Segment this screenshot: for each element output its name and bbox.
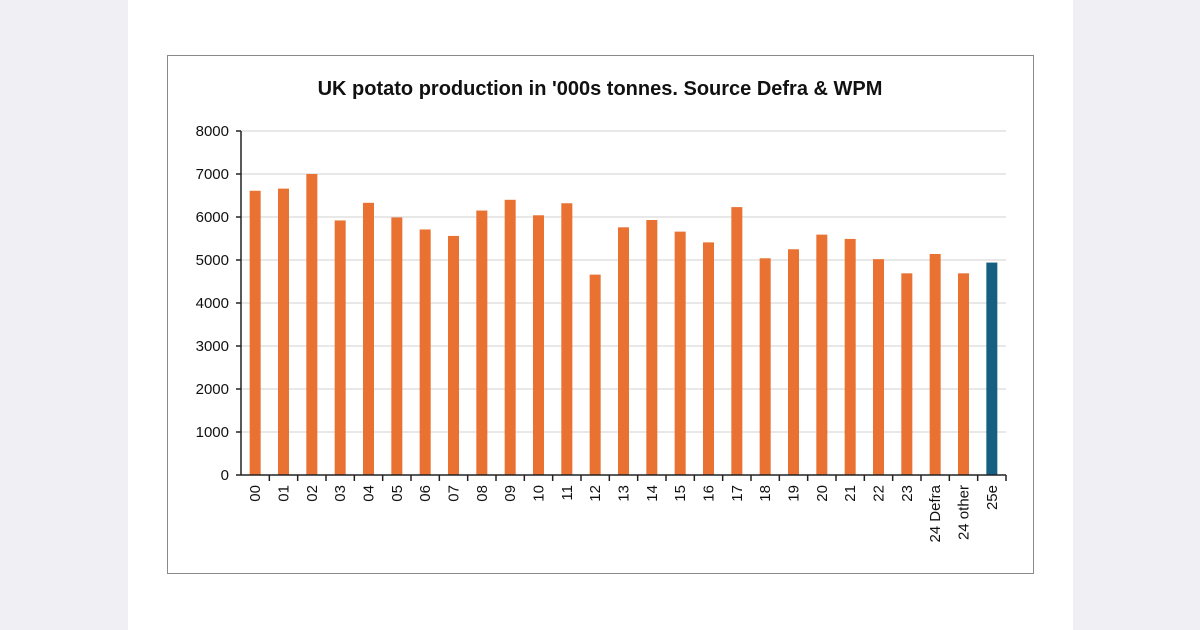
bar-24-other	[958, 273, 969, 475]
x-tick-label: 07	[446, 485, 463, 502]
x-tick-label: 14	[644, 485, 661, 502]
bar-25e	[986, 262, 998, 475]
y-tick-label: 8000	[196, 123, 229, 140]
x-tick-label: 10	[531, 485, 548, 502]
x-tick-label: 13	[616, 485, 633, 502]
bar-07	[448, 235, 459, 475]
bar-01	[278, 188, 289, 475]
x-tick-label: 00	[247, 485, 264, 502]
bar-02	[306, 174, 318, 475]
x-tick-label: 23	[899, 485, 916, 502]
chart-title: UK potato production in '000s tonnes. So…	[318, 78, 883, 100]
bar-17	[731, 207, 743, 476]
bar-24-Defra	[929, 253, 941, 475]
x-tick-label: 04	[361, 485, 378, 502]
x-tick-label: 16	[701, 485, 718, 502]
x-tick-label: 01	[276, 485, 293, 502]
y-tick-label: 4000	[196, 295, 229, 312]
x-tick-label: 12	[587, 485, 604, 502]
bar-19	[788, 249, 799, 475]
bar-00	[249, 190, 261, 475]
bar-11	[561, 203, 573, 476]
x-tick-label: 05	[389, 485, 406, 502]
y-tick-label: 2000	[196, 381, 229, 398]
x-tick-label: 20	[814, 485, 831, 502]
x-tick-label: 11	[559, 485, 576, 501]
x-tick-label: 02	[304, 485, 321, 502]
x-tick-label: 17	[729, 485, 746, 502]
x-tick-label: 09	[502, 485, 519, 502]
y-tick-label: 1000	[196, 424, 229, 441]
bar-20	[816, 234, 828, 475]
bar-22	[873, 259, 884, 475]
y-tick-label: 3000	[196, 338, 229, 355]
x-tick-label: 15	[672, 485, 689, 502]
bar-12	[589, 274, 601, 475]
x-tick-label: 19	[786, 485, 803, 502]
y-tick-label: 6000	[196, 209, 229, 226]
x-tick-label: 24 other	[956, 485, 973, 540]
x-tick-label: 25e	[984, 485, 1001, 510]
x-tick-label: 18	[757, 485, 774, 502]
x-tick-label: 22	[871, 485, 888, 502]
bar-09	[504, 199, 516, 476]
bar-05	[391, 217, 403, 475]
bar-04	[363, 202, 374, 475]
y-tick-label: 7000	[196, 166, 229, 183]
bar-21	[844, 238, 856, 475]
bar-16	[703, 242, 714, 475]
x-tick-label: 21	[842, 485, 859, 502]
y-tick-label: 0	[221, 467, 229, 484]
bar-08	[476, 210, 488, 476]
bar-06	[419, 229, 431, 475]
bar-23	[901, 273, 913, 475]
y-tick-label: 5000	[196, 252, 229, 269]
bar-14	[646, 220, 658, 475]
bar-03	[334, 220, 346, 475]
x-tick-label: 24 Defra	[927, 484, 944, 542]
x-tick-label: 08	[474, 485, 491, 502]
x-tick-label: 03	[332, 485, 349, 502]
bar-18	[759, 258, 771, 475]
bar-15	[674, 231, 686, 475]
bar-13	[618, 227, 629, 475]
x-tick-label: 06	[417, 485, 434, 502]
bar-10	[533, 215, 544, 475]
